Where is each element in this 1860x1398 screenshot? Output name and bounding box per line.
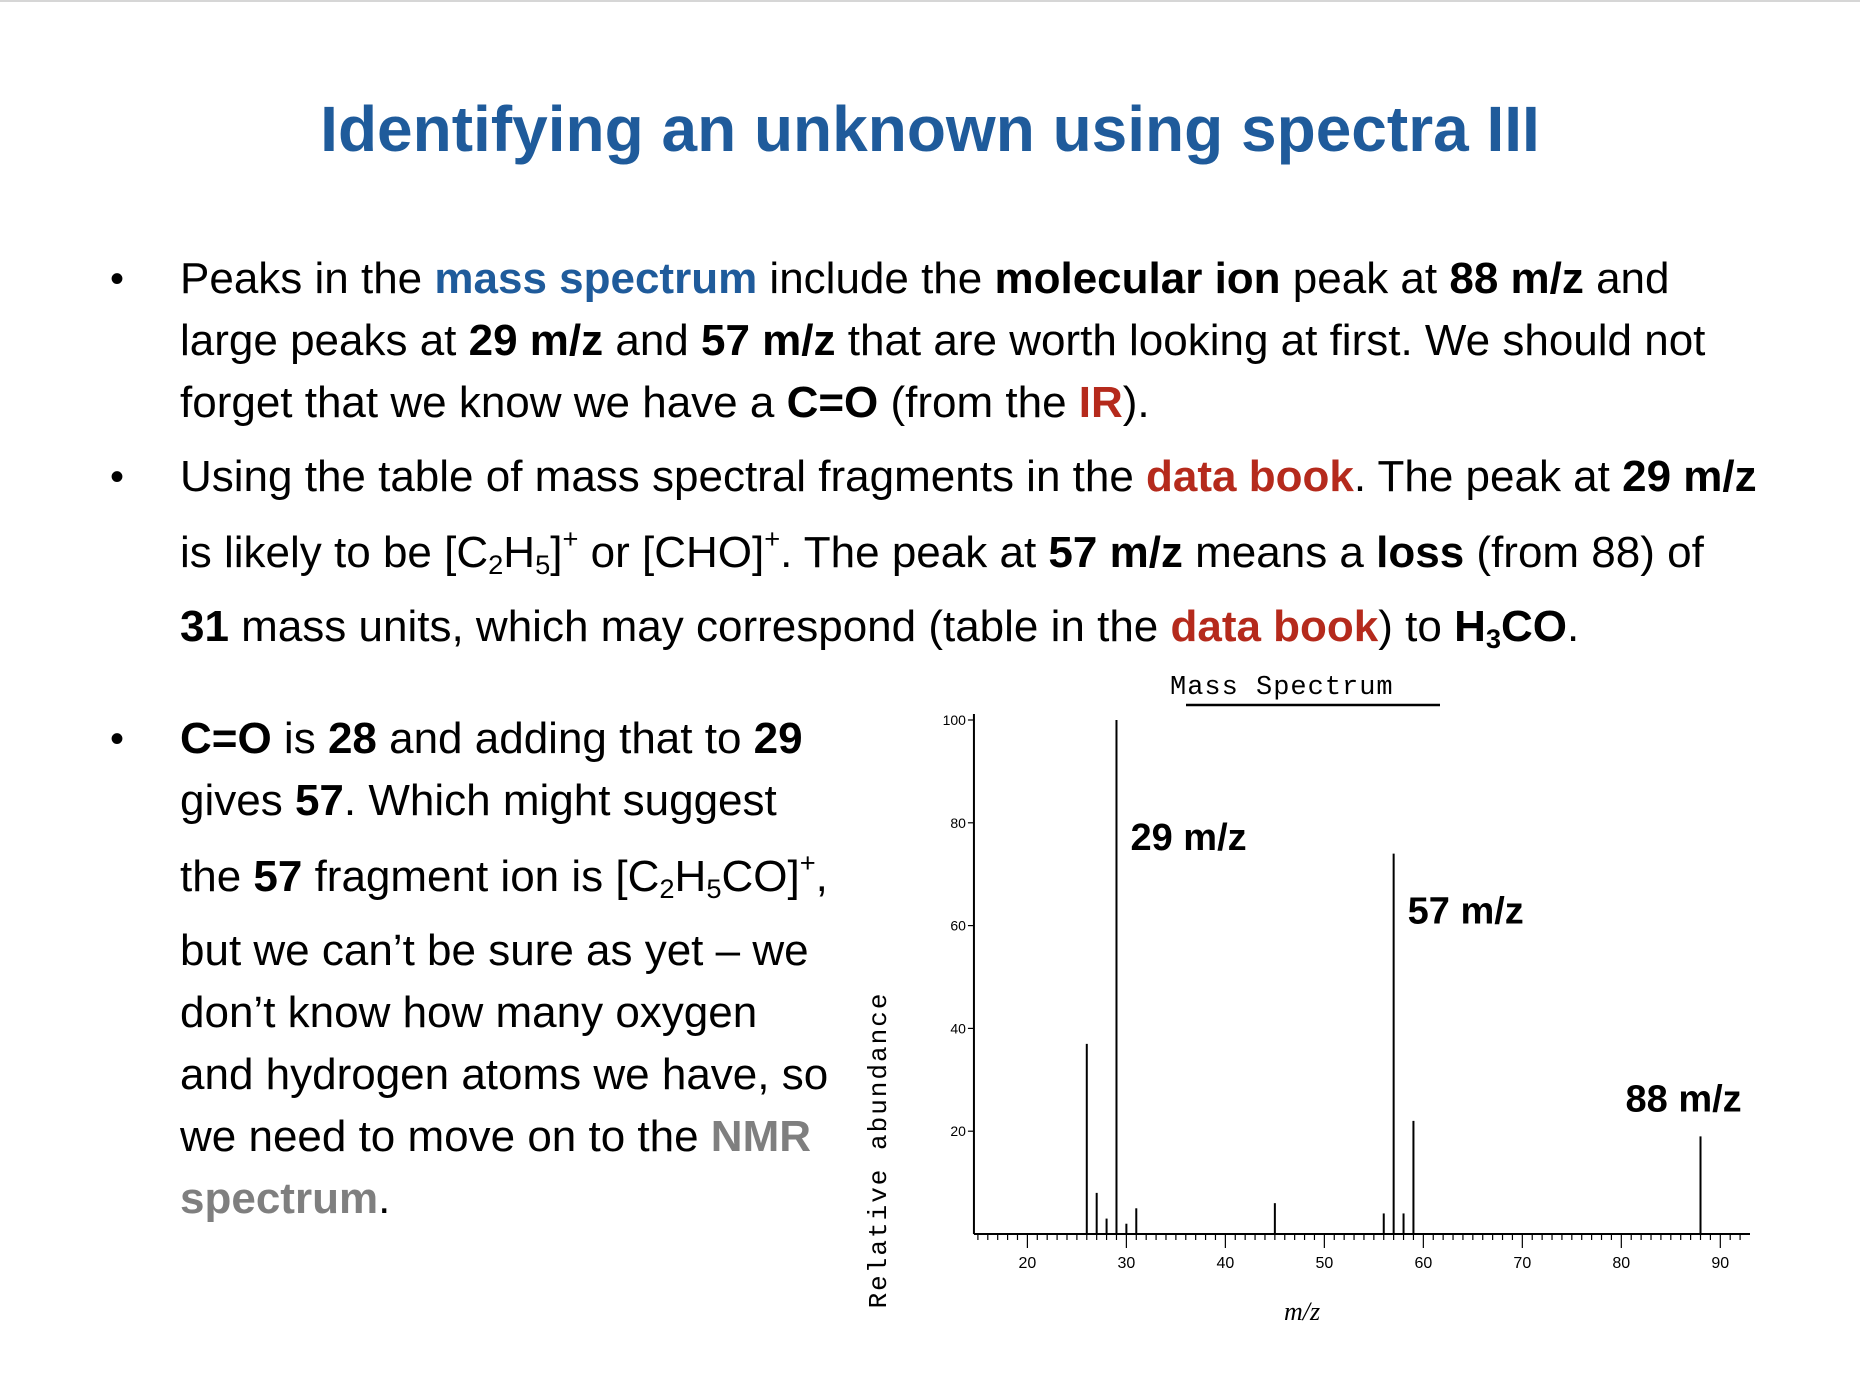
x-tick-label: 20: [1018, 1255, 1036, 1272]
subscript: 2: [659, 872, 675, 904]
text: include the: [757, 254, 995, 303]
y-tick-label: 20: [950, 1123, 966, 1139]
formula-co: CO: [1501, 601, 1568, 651]
ir-term: IR: [1078, 378, 1123, 427]
text: and: [603, 316, 702, 365]
bullet-2: • Using the table of mass spectral fragme…: [110, 446, 1760, 670]
text: . The peak at: [780, 528, 1049, 578]
x-tick-label: 40: [1216, 1255, 1234, 1272]
text: or [CHO]: [578, 528, 765, 578]
mz-29: 29 m/z: [468, 316, 604, 365]
text: and adding that to: [376, 714, 754, 763]
text: Using the table of mass spectral fragmen…: [180, 452, 1147, 501]
mass-29: 29: [753, 714, 803, 763]
mz-29: 29 m/z: [1622, 452, 1757, 501]
text: (from 88) of: [1464, 528, 1704, 578]
mz-57: 57 m/z: [1048, 528, 1183, 578]
carbonyl-term: C=O: [786, 378, 879, 427]
bullet-dot: •: [110, 257, 125, 301]
molecular-ion-term: molecular ion: [994, 254, 1281, 303]
text: .: [1567, 601, 1580, 651]
data-book-term: data book: [1170, 601, 1379, 651]
y-tick-label: 40: [950, 1020, 966, 1036]
text: H: [503, 528, 536, 578]
mz-88: 88 m/z: [1449, 254, 1584, 303]
text: H: [674, 852, 707, 902]
mass-spectrum-chart: Mass Spectrum Relative abundance m/z 20 3…: [864, 673, 1750, 1326]
slide-title: Identifying an unknown using spectra III: [320, 93, 1540, 165]
text: is: [271, 714, 328, 763]
text: mass units, which may correspond (table …: [228, 601, 1171, 651]
loss-term: loss: [1376, 528, 1465, 578]
x-tick-label: 50: [1315, 1255, 1333, 1272]
text: (from the: [878, 378, 1079, 427]
text: that are worth looking at first. We shou…: [180, 316, 1706, 427]
carbonyl-term: C=O: [180, 714, 272, 763]
text: ) to: [1378, 601, 1455, 651]
text: ]: [550, 528, 563, 578]
subscript: 5: [535, 548, 551, 580]
mz-57: 57 m/z: [701, 316, 836, 365]
superscript: +: [562, 523, 579, 554]
nmr-spectrum-term: NMR spectrum: [180, 1111, 811, 1223]
text: . Which might suggest the: [180, 776, 777, 902]
text: .: [378, 1173, 391, 1223]
text: ).: [1122, 378, 1150, 427]
superscript: +: [799, 847, 816, 878]
peak-annotation: 57 m/z: [1408, 891, 1524, 933]
peak-annotation: 88 m/z: [1626, 1078, 1742, 1120]
text: CO]: [721, 852, 800, 902]
x-tick-label: 60: [1414, 1255, 1432, 1272]
y-tick-label: 60: [950, 918, 966, 934]
chart-axes: [972, 714, 1750, 1235]
mass-31: 31: [180, 601, 229, 651]
mass-57: 57: [294, 776, 344, 825]
x-tick-label: 70: [1513, 1255, 1531, 1272]
text: . The peak at: [1353, 452, 1623, 501]
subscript: 5: [706, 872, 722, 904]
text: and large peaks at: [180, 254, 1670, 365]
bullet-1: • Peaks in the mass spectrum include the …: [110, 248, 1760, 434]
superscript: +: [764, 523, 781, 554]
x-tick-label: 90: [1711, 1255, 1729, 1272]
chart-annotations: 29 m/z 57 m/z 88 m/z: [1130, 817, 1741, 1120]
text: means a: [1182, 528, 1377, 578]
text: , but we can’t be sure as yet – we don’t…: [180, 852, 829, 1161]
y-axis-label: Relative abundance: [864, 992, 894, 1309]
top-border: [0, 0, 1860, 2]
subscript: 3: [1485, 622, 1502, 654]
text: Peaks in the: [180, 254, 435, 303]
bullet-dot: •: [110, 717, 125, 761]
y-tick-label: 80: [950, 815, 966, 831]
y-tick-label: 100: [943, 712, 967, 728]
formula-h: H: [1454, 601, 1486, 651]
peak-annotation: 29 m/z: [1130, 817, 1246, 859]
x-tick-label: 30: [1117, 1255, 1135, 1272]
text: peak at: [1280, 254, 1450, 303]
mass-spectrum-term: mass spectrum: [434, 254, 758, 303]
data-book-term: data book: [1146, 452, 1354, 501]
x-tick-label: 80: [1612, 1255, 1630, 1272]
text: gives: [180, 776, 295, 825]
chart-title: Mass Spectrum: [1170, 673, 1394, 703]
mass-57: 57: [253, 852, 303, 902]
chart-peaks: [1085, 720, 1702, 1234]
text: is likely to be [C: [180, 528, 489, 578]
mass-28: 28: [327, 714, 377, 763]
text: fragment ion is [C: [302, 852, 660, 902]
subscript: 2: [488, 548, 504, 580]
bullet-3: • C=O is 28 and adding that to 29 gives 5…: [110, 708, 840, 1230]
chart-ticks: 20 30 40 50 60 70 80 90 20 40 60 80 100: [943, 712, 1741, 1272]
x-axis-label: m/z: [1284, 1297, 1320, 1326]
bullet-dot: •: [110, 455, 125, 499]
